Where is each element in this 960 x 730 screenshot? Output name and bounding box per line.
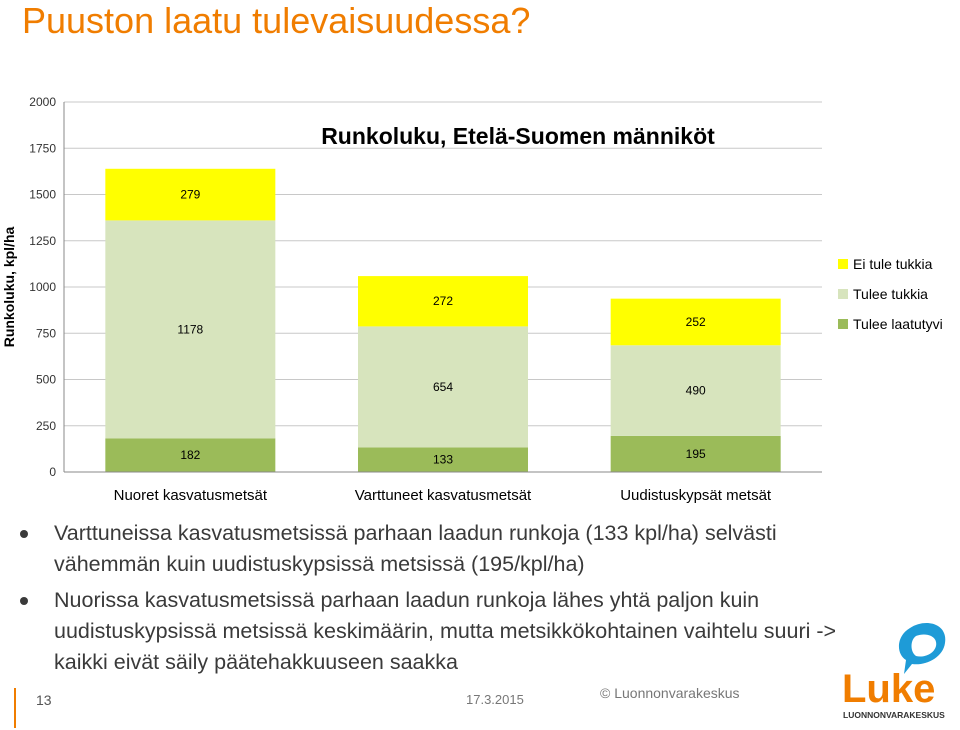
footer-divider	[14, 688, 16, 728]
y-axis-title: Runkoluku, kpl/ha	[1, 227, 17, 348]
page-number: 13	[36, 692, 52, 708]
copyright-text: © Luonnonvarakeskus	[600, 685, 740, 701]
bullet-item: Nuorissa kasvatusmetsissä parhaan laadun…	[14, 585, 884, 678]
logo-text: Luke	[842, 667, 935, 711]
y-tick-label: 1500	[29, 188, 56, 202]
data-label: 182	[180, 448, 200, 462]
y-tick-label: 0	[49, 465, 56, 479]
legend-label: Ei tule tukkia	[853, 256, 933, 272]
legend-label: Tulee laatutyvi	[853, 316, 943, 332]
legend-swatch	[838, 259, 848, 269]
legend-label: Tulee tukkia	[853, 286, 928, 302]
chart-title: Runkoluku, Etelä-Suomen männiköt	[321, 123, 715, 149]
bar-segment	[610, 435, 781, 472]
stacked-bar-chart: 182 1178 279 133 654 272 195 490 252 0 250 500 750 1…	[1, 95, 943, 504]
data-label: 490	[686, 384, 706, 398]
bar-segment	[105, 220, 276, 439]
data-label: 252	[686, 315, 706, 329]
bar-segment	[105, 168, 276, 221]
bars	[105, 168, 781, 472]
bar-segment	[105, 438, 276, 472]
bar-segment	[610, 345, 781, 436]
y-tick-label: 1000	[29, 280, 56, 294]
bar-segment	[358, 326, 528, 448]
y-tick-label: 750	[36, 326, 56, 340]
bullet-dot-icon	[20, 530, 28, 538]
axes: 0 250 500 750 1000 1250 1500 1750 2000 Runkoluku,…	[1, 95, 822, 504]
legend: Ei tule tukkia Tulee tukkia Tulee laatutyv…	[838, 256, 943, 332]
footer-date: 17.3.2015	[466, 692, 524, 707]
logo-subtext: LUONNONVARAKESKUS	[843, 710, 945, 720]
data-labels: 182 1178 279 133 654 272 195 490 252	[177, 188, 706, 467]
bullet-item: Varttuneissa kasvatusmetsissä parhaan la…	[14, 518, 884, 580]
legend-swatch	[838, 289, 848, 299]
bar-segment	[358, 276, 528, 327]
x-category-label: Varttuneet kasvatusmetsät	[355, 487, 532, 504]
bullet-text: Varttuneissa kasvatusmetsissä parhaan la…	[54, 521, 777, 576]
slide-title: Puuston laatu tulevaisuudessa?	[22, 0, 531, 41]
x-category-label: Nuoret kasvatusmetsät	[114, 487, 268, 504]
y-tick-label: 250	[36, 419, 56, 433]
bar-segment	[610, 298, 781, 346]
bar-segment	[358, 447, 528, 472]
bullet-dot-icon	[20, 597, 28, 605]
luke-logo-icon: Luke LUONNONVARAKESKUS	[842, 623, 946, 720]
bullet-list: Varttuneissa kasvatusmetsissä parhaan la…	[14, 518, 884, 683]
data-label: 272	[433, 294, 453, 308]
y-tick-label: 1250	[29, 234, 56, 248]
data-label: 279	[180, 188, 200, 202]
bullet-text: Nuorissa kasvatusmetsissä parhaan laadun…	[54, 588, 837, 674]
data-label: 654	[433, 380, 453, 394]
y-tick-label: 1750	[29, 141, 56, 155]
legend-swatch	[838, 319, 848, 329]
data-label: 133	[433, 453, 453, 467]
x-category-label: Uudistuskypsät metsät	[620, 487, 772, 504]
y-tick-label: 2000	[29, 95, 56, 109]
data-label: 1178	[177, 322, 203, 336]
data-label: 195	[686, 447, 706, 461]
y-tick-label: 500	[36, 373, 56, 387]
